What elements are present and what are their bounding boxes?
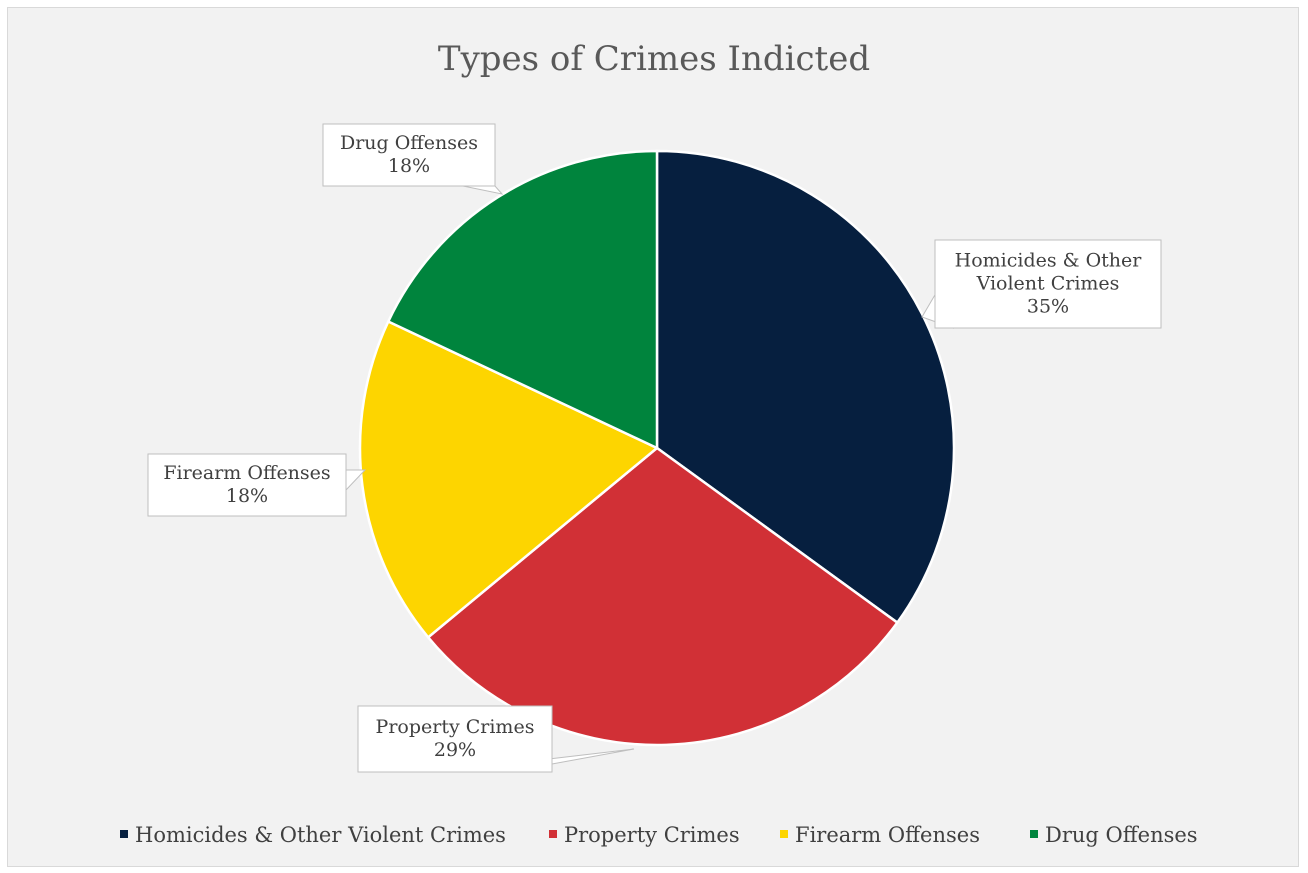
callout-box <box>322 123 496 187</box>
data-label-text: Violent Crimes <box>976 273 1120 295</box>
legend-item: Drug Offenses <box>1030 823 1198 847</box>
chart-title: Types of Crimes Indicted <box>438 39 870 79</box>
pie-slices <box>358 149 956 747</box>
pie-slice-3 <box>358 320 659 639</box>
data-label-text: 35% <box>1027 296 1069 318</box>
chart-area: Types of Crimes Indicted Homicides & Oth… <box>7 7 1299 867</box>
legend-swatch <box>1030 830 1038 838</box>
callout-box <box>357 705 553 773</box>
callout-box <box>934 239 1162 329</box>
pie-slice-2 <box>426 446 899 747</box>
legend-item: Firearm Offenses <box>780 823 980 847</box>
pie-slice-4 <box>387 149 659 450</box>
legend-swatch <box>549 830 557 838</box>
legend-label: Firearm Offenses <box>795 823 980 847</box>
data-label-text: 29% <box>434 739 476 761</box>
callout-pointer <box>462 185 504 195</box>
data-label-text: 18% <box>388 155 430 177</box>
legend-swatch <box>780 830 788 838</box>
legend-label: Drug Offenses <box>1045 823 1198 847</box>
legend-item: Property Crimes <box>549 823 740 847</box>
pie-slice-1 <box>655 149 956 624</box>
pie-chart: Types of Crimes Indicted Homicides & Oth… <box>120 39 1198 847</box>
data-label-text: 18% <box>226 485 268 507</box>
data-label-text: Drug Offenses <box>340 132 478 154</box>
data-label-text: Firearm Offenses <box>163 462 330 484</box>
callout-box <box>147 453 347 517</box>
legend-swatch <box>120 830 128 838</box>
legend-item: Homicides & Other Violent Crimes <box>120 823 506 847</box>
data-label-text: Property Crimes <box>376 716 535 738</box>
legend: Homicides & Other Violent Crimes Property… <box>120 823 1198 847</box>
data-label-text: Homicides & Other <box>955 250 1143 272</box>
legend-label: Property Crimes <box>564 823 740 847</box>
legend-label: Homicides & Other Violent Crimes <box>135 823 506 847</box>
